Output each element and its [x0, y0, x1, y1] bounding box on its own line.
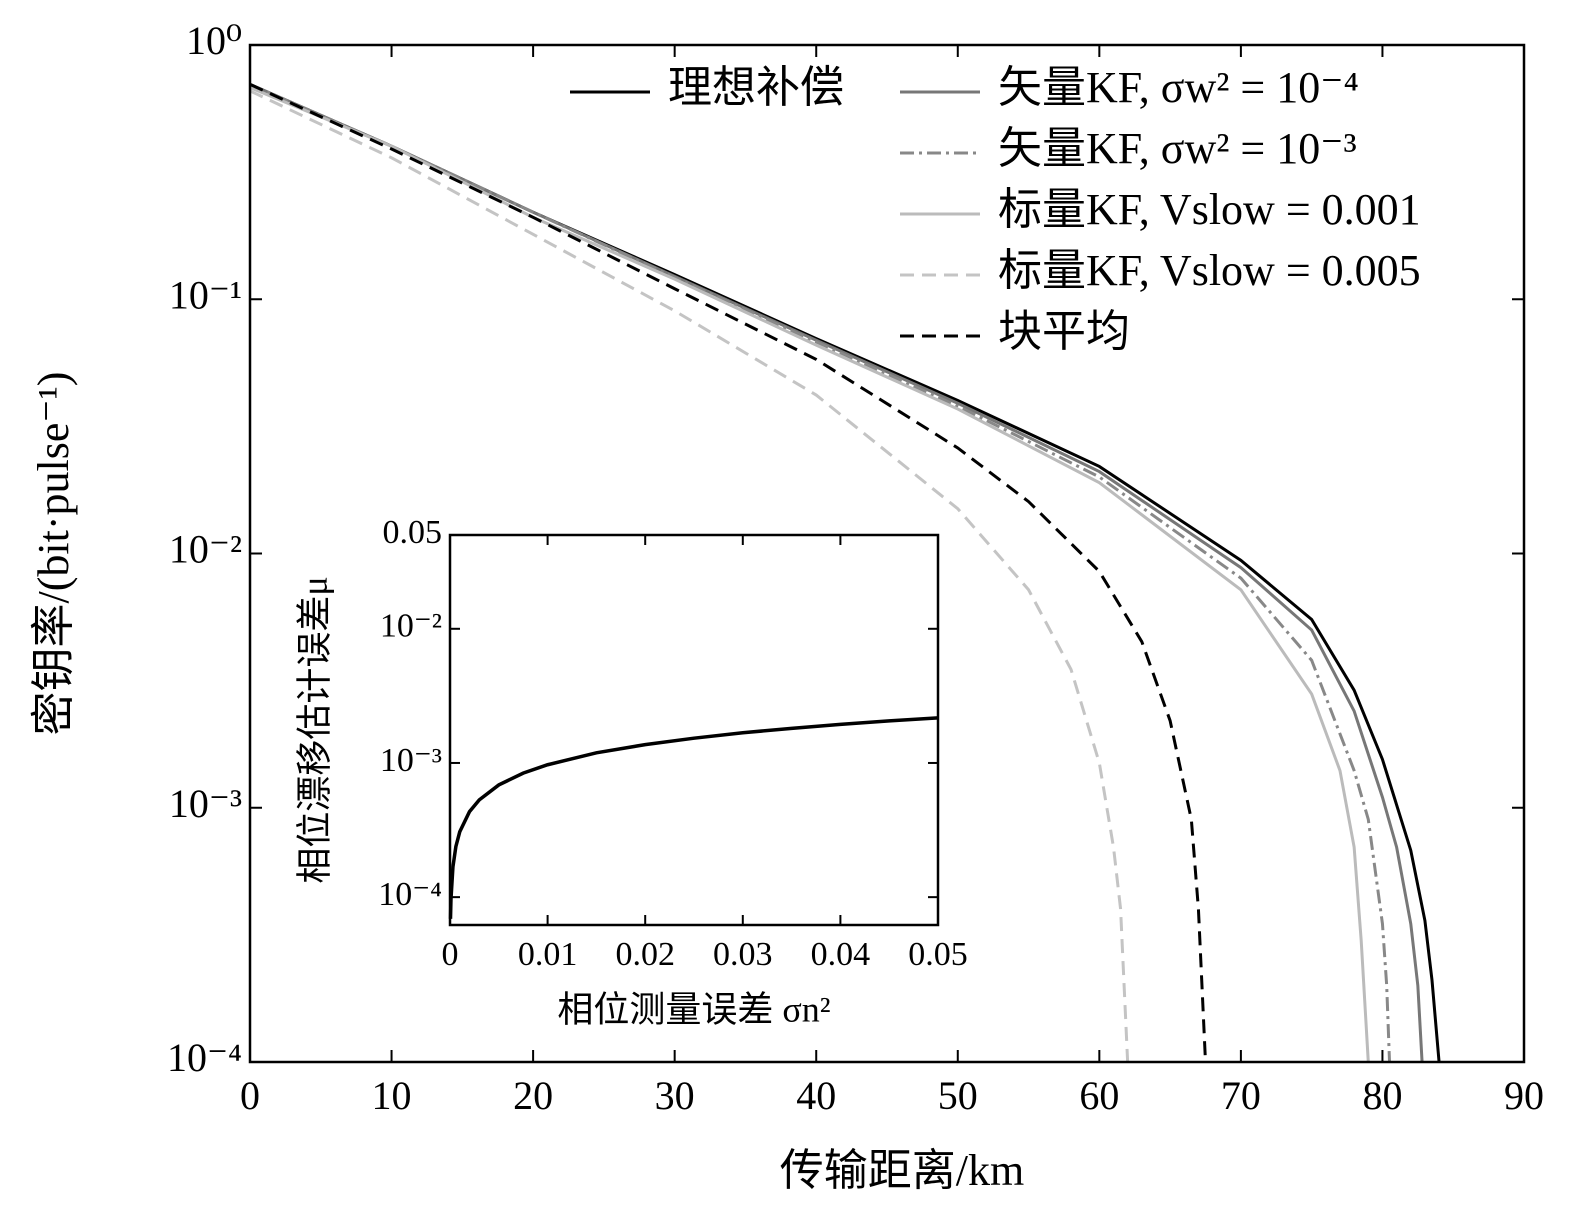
plot-frame: [248, 43, 1526, 1064]
legend-label: 标量KF, Vslow = 0.005: [998, 246, 1421, 295]
legend-label: 理想补偿: [668, 63, 844, 112]
x-tick-label: 40: [796, 1073, 836, 1118]
x-tick-label: 70: [1221, 1073, 1261, 1118]
data-line: [448, 716, 939, 919]
y-tick-label: 10⁻⁴: [167, 1035, 242, 1080]
y-axis-label: 密钥率/(bit·pulse⁻¹): [29, 372, 78, 736]
y-tick-label: 10⁻¹: [169, 272, 242, 317]
plot-frame: [448, 533, 940, 927]
x-tick-label: 0: [240, 1073, 260, 1118]
x-tick-label: 0.05: [908, 936, 968, 973]
y-tick-label: 0.05: [383, 514, 443, 551]
x-tick-label: 90: [1504, 1073, 1544, 1118]
x-tick-label: 0.04: [811, 936, 871, 973]
y-tick-label: 10⁻³: [380, 742, 442, 779]
legend: 理想补偿 矢量KF, σw² = 10⁻⁴ 矢量KF, σw² = 10⁻³ 标量KF…: [570, 63, 1421, 356]
legend-label: 块平均: [998, 307, 1130, 356]
x-tick-label: 20: [513, 1073, 553, 1118]
y-axis-label: 相位漂移估计误差μ: [294, 576, 334, 883]
y-tick-label: 10⁻³: [169, 781, 242, 826]
inset-plot: 0 0.01 0.02 0.03 0.04 0.05 10⁻⁴ 10⁻³ 10⁻² 0.05 相位测…: [294, 514, 967, 1029]
y-tick-label: 10⁻²: [380, 608, 442, 645]
x-tick-label: 0.01: [518, 936, 578, 973]
x-tick-label: 10: [372, 1073, 412, 1118]
x-tick-label: 50: [938, 1073, 978, 1118]
x-tick-label: 0.03: [713, 936, 773, 973]
x-tick-label: 80: [1362, 1073, 1402, 1118]
y-tick-label: 10⁰: [186, 18, 242, 63]
legend-label: 标量KF, Vslow = 0.001: [998, 185, 1421, 234]
y-tick-label: 10⁻²: [169, 527, 242, 572]
legend-label: 矢量KF, σw² = 10⁻³: [998, 124, 1357, 173]
x-tick-label: 60: [1079, 1073, 1119, 1118]
plot-area: [450, 535, 938, 925]
x-tick-label: 0.02: [615, 936, 675, 973]
x-tick-label: 0: [442, 936, 459, 973]
x-axis-label: 相位测量误差 σn²: [557, 989, 830, 1029]
data-line: [249, 89, 1130, 1063]
data-line: [249, 83, 1207, 1063]
data-line: [249, 83, 1392, 1063]
y-tick-label: 10⁻⁴: [378, 876, 442, 913]
legend-label: 矢量KF, σw² = 10⁻⁴: [998, 63, 1359, 112]
x-axis-label: 传输距离/km: [780, 1146, 1024, 1195]
x-tick-label: 30: [655, 1073, 695, 1118]
